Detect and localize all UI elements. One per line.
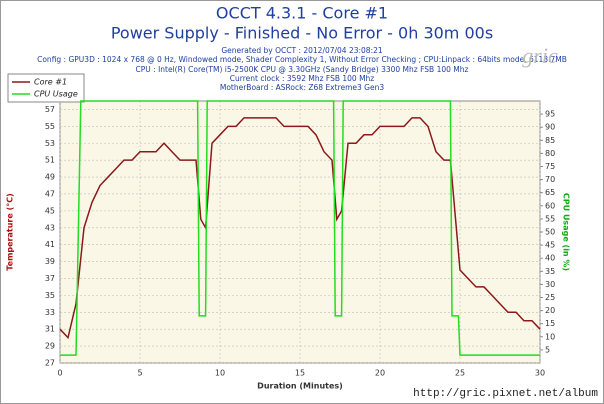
info: CPU : Intel(R) Core(TM) i5-2500K CPU @ 3… [136,65,469,74]
y-tick-label: 27 [45,359,55,368]
y2-tick-label: 35 [545,267,555,276]
y-tick-label: 39 [45,257,55,266]
x-tick-label: 20 [375,369,385,378]
url: http://gric.pixnet.net/album [413,388,598,400]
y2-tick-label: 50 [545,228,555,237]
plot-area [59,100,541,364]
info: Current clock : 3592 Mhz FSB 100 Mhz [230,74,375,83]
legend-label: CPU Usage [34,90,78,99]
y-tick-label: 51 [45,156,55,165]
y2-axis-label: CPU Usage (in %) [562,193,571,271]
y2-tick-label: 10 [545,332,555,341]
legend-box [7,73,85,103]
y-tick-label: 33 [45,308,55,317]
info: Config : GPU3D : 1024 x 768 @ 0 Hz, Wind… [37,55,567,64]
y-axis-label: Temperature (°C) [6,193,15,271]
y2-tick-label: 40 [545,254,555,263]
y2-tick-label: 80 [545,149,555,158]
y2-tick-label: 65 [545,188,555,197]
y-tick-label: 31 [45,325,55,334]
y-tick-label: 43 [45,223,55,232]
y2-tick-label: 25 [545,293,555,302]
y-tick-label: 45 [45,206,55,215]
info: Generated by OCCT : 2012/07/04 23:08:21 [221,46,383,55]
x-tick-label: 0 [57,369,62,378]
y2-tick-label: 45 [545,241,555,250]
series-line [59,117,541,340]
series-line [60,100,540,356]
y2-tick-label: 55 [545,214,555,223]
x-tick-label: 5 [137,369,142,378]
y-tick-label: 57 [45,105,55,114]
y-tick-label: 49 [45,173,55,182]
y2-tick-label: 75 [545,162,555,171]
y2-tick-label: 70 [545,175,555,184]
x-tick-label: 30 [535,369,545,378]
legend [7,73,85,103]
y-tick-label: 41 [45,240,55,249]
y2-tick-label: 95 [545,110,555,119]
watermark: gric [522,43,558,68]
info: MotherBoard : ASRock: Z68 Extreme3 Gen3 [220,83,384,92]
y2-tick-label: 5 [545,345,550,354]
y-tick-label: 55 [45,122,55,131]
y2-tick-label: 90 [545,123,555,132]
x-tick-label: 10 [215,369,225,378]
y2-tick-label: 85 [545,136,555,145]
chart-subtitle: Power Supply - Finished - No Error - 0h … [111,24,493,43]
x-axis-label: Duration (Minutes) [257,382,343,391]
y2-tick-label: 30 [545,280,555,289]
x-tick-label: 25 [455,369,465,378]
y2-tick-label: 60 [545,201,555,210]
y-tick-label: 37 [45,274,55,283]
y-tick-label: 53 [45,139,55,148]
y-tick-label: 47 [45,189,55,198]
y2-tick-label: 20 [545,306,555,315]
y-tick-label: 35 [45,291,55,300]
x-tick-label: 15 [295,369,305,378]
legend-label: Core #1 [34,78,67,87]
y2-tick-label: 15 [545,319,555,328]
y-tick-label: 29 [45,342,55,351]
chart-title: OCCT 4.3.1 - Core #1 [216,4,388,23]
